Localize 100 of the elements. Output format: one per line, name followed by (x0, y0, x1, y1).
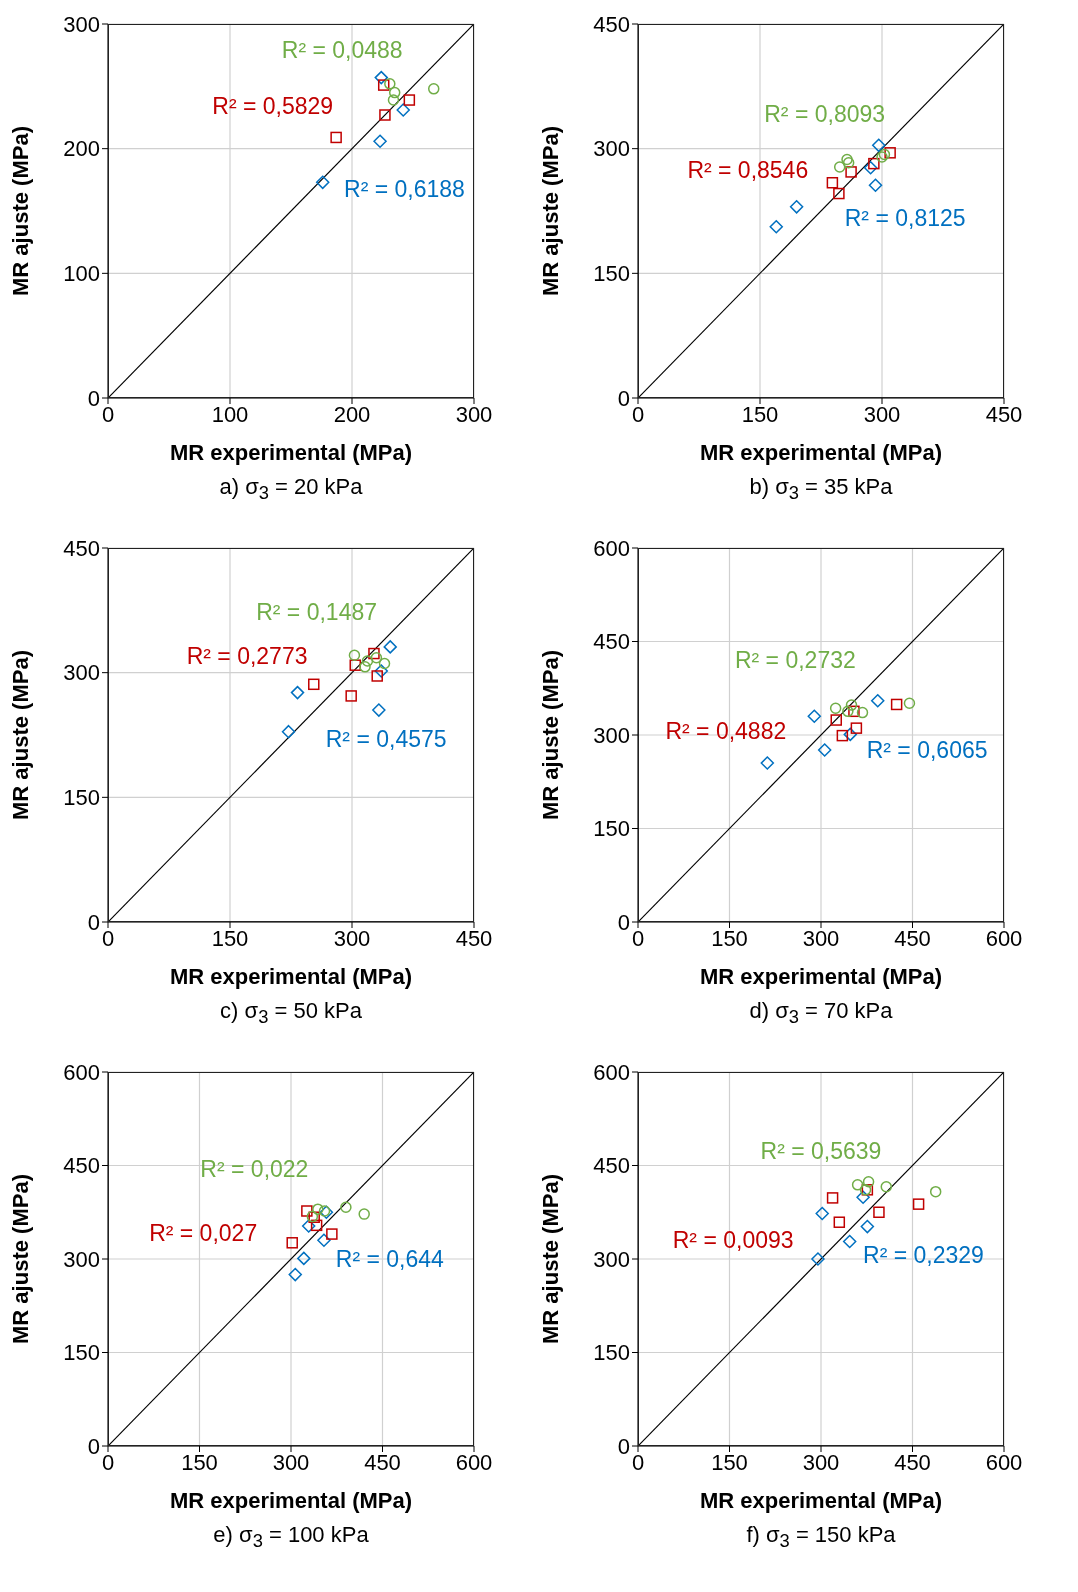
point (862, 1175, 875, 1188)
point (868, 157, 880, 170)
point (817, 743, 832, 757)
point (860, 1219, 875, 1234)
point (811, 1252, 825, 1266)
point (396, 103, 410, 117)
point (870, 693, 885, 708)
point (856, 706, 869, 719)
point (326, 1228, 338, 1240)
y-tick-label: 450 (593, 11, 630, 37)
point (845, 699, 858, 711)
x-tick-label: 300 (863, 401, 901, 427)
point (345, 690, 357, 702)
point (403, 94, 416, 106)
y-tick-label: 0 (87, 909, 100, 935)
y-tick-label: 150 (593, 816, 630, 842)
point (903, 697, 916, 709)
point (789, 200, 804, 214)
y-axis-title: MR ajuste (MPa) (537, 1174, 563, 1344)
x-tick-label: 600 (985, 925, 1023, 951)
annotation: R² = 0,2732 (734, 646, 856, 674)
x-tick-label: 300 (272, 1449, 310, 1475)
point (301, 1205, 313, 1217)
point (760, 756, 775, 770)
text: a) σ$_{3}$ = 20 kPa (218, 474, 364, 505)
y-axis-title: MR ajuste (MPa) (537, 650, 563, 820)
x-axis-title: MR experimental (MPa) (169, 1488, 413, 1513)
y-tick-label: 450 (63, 535, 100, 561)
point (281, 724, 296, 739)
y-tick-label: 450 (593, 629, 630, 655)
text: e) σ$_{3}$ = 100 kPa (212, 1522, 370, 1553)
point (374, 664, 389, 678)
point (836, 729, 849, 742)
point (842, 157, 855, 169)
y-tick-label: 0 (617, 385, 630, 411)
point (373, 134, 387, 148)
point (286, 1237, 298, 1249)
point (833, 161, 846, 173)
point (833, 1216, 846, 1228)
point (863, 161, 878, 175)
y-axis-title: MR ajuste (MPa) (537, 126, 563, 296)
annotation: R² = 0,8546 (687, 156, 809, 184)
point (377, 79, 390, 91)
y-tick-label: 300 (593, 1246, 630, 1272)
y-tick-label: 300 (63, 11, 100, 37)
annotation: R² = 0,8125 (844, 204, 966, 232)
x-tick-label: 100 (211, 401, 249, 427)
point (301, 1219, 316, 1233)
point (374, 70, 389, 85)
y-tick-label: 300 (63, 660, 100, 686)
point (929, 1185, 942, 1198)
x-tick-label: 300 (802, 925, 840, 951)
point (833, 187, 845, 200)
point (872, 138, 886, 153)
point (880, 1180, 893, 1193)
y-tick-label: 450 (63, 1153, 100, 1179)
annotation: R² = 0,022 (200, 1155, 309, 1183)
y-axis-title: MR ajuste (MPa) (7, 126, 33, 296)
y-tick-label: 0 (87, 1433, 100, 1459)
point (359, 661, 371, 673)
point (340, 1201, 352, 1214)
annotation: R² = 0,8093 (764, 100, 886, 128)
point (384, 78, 396, 90)
annotation: R² = 0,2773 (186, 642, 308, 670)
point (830, 714, 842, 726)
point (383, 640, 397, 654)
annotation: R² = 0,0488 (281, 36, 403, 64)
y-tick-label: 0 (87, 385, 100, 411)
x-tick-label: 150 (741, 401, 779, 427)
point (868, 178, 883, 192)
y-tick-label: 300 (593, 136, 630, 162)
point (388, 86, 401, 99)
point (842, 1234, 857, 1249)
point (427, 83, 440, 95)
point (826, 1192, 839, 1204)
x-axis-title: MR experimental (MPa) (169, 964, 413, 989)
y-tick-label: 200 (63, 136, 100, 162)
point (890, 698, 903, 711)
annotation: R² = 0,1487 (256, 598, 378, 626)
x-tick-label: 450 (894, 925, 931, 951)
text: d) σ$_{3}$ = 70 kPa (748, 998, 894, 1029)
point (378, 657, 391, 670)
point (310, 1219, 323, 1232)
x-tick-label: 450 (455, 925, 493, 951)
point (815, 1206, 829, 1221)
annotation: R² = 0,4882 (665, 717, 787, 745)
point (851, 1179, 864, 1191)
point (371, 670, 383, 682)
x-axis-title: MR experimental (MPa) (699, 440, 943, 465)
point (387, 94, 400, 106)
point (850, 722, 863, 734)
x-tick-label: 150 (211, 925, 249, 951)
y-tick-label: 0 (617, 1433, 630, 1459)
y-axis-title: MR ajuste (MPa) (7, 650, 33, 820)
annotation: R² = 0,2329 (863, 1241, 984, 1269)
point (330, 131, 342, 144)
x-tick-label: 150 (711, 925, 748, 951)
x-tick-label: 600 (455, 1449, 493, 1475)
annotation: R² = 0,6065 (866, 736, 988, 764)
y-tick-label: 300 (63, 1246, 100, 1272)
